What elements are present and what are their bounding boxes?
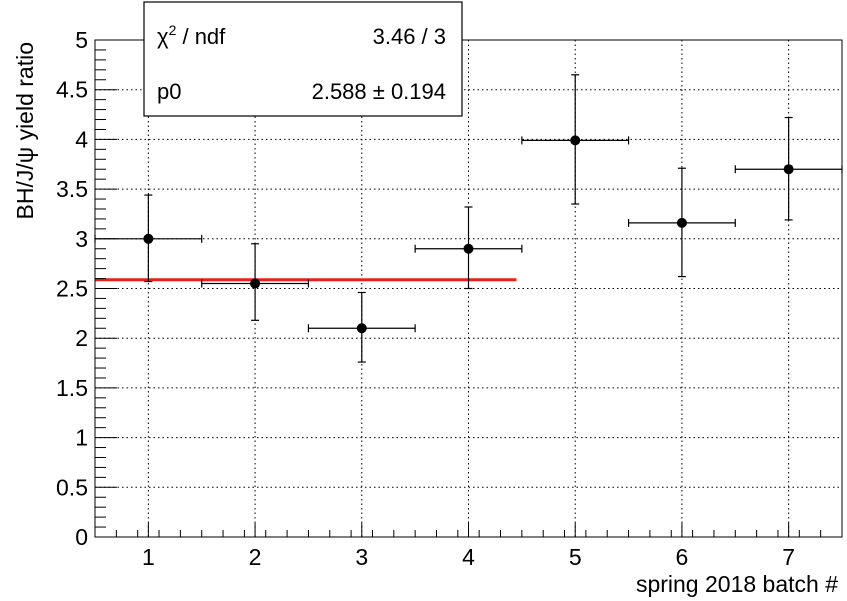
y-tick-label: 4 bbox=[75, 126, 88, 152]
x-axis-title: spring 2018 batch # bbox=[636, 571, 838, 597]
x-tick-label: 7 bbox=[782, 544, 795, 570]
stats-box-frame bbox=[143, 1, 463, 117]
tick-labels: 1 2 3 4 5 6 7 0 0.5 1 1.5 2 2.5 3 3.5 4 4.5 5 bbox=[56, 27, 795, 570]
y-tick-label: 1.5 bbox=[56, 375, 88, 401]
x-tick-label: 4 bbox=[462, 544, 475, 570]
x-tick-label: 2 bbox=[249, 544, 262, 570]
y-tick-label: 0.5 bbox=[56, 474, 88, 500]
stats-chi2-value: 3.46 / 3 bbox=[373, 24, 446, 49]
data-marker bbox=[356, 323, 367, 334]
y-tick-label: 2 bbox=[75, 325, 88, 351]
data-point bbox=[201, 243, 310, 321]
stats-p0-label: p0 bbox=[157, 79, 181, 104]
data-marker bbox=[250, 278, 261, 289]
x-tick-label: 3 bbox=[355, 544, 368, 570]
stats-p0-value: 2.588 ± 0.194 bbox=[312, 79, 446, 104]
stats-chi-superscript: 2 bbox=[169, 22, 177, 38]
stats-chi-symbol: χ bbox=[157, 24, 169, 49]
y-axis-title: BH/J/ψ yield ratio bbox=[12, 42, 38, 219]
x-tick-label: 6 bbox=[676, 544, 689, 570]
y-tick-label: 3 bbox=[75, 226, 88, 252]
stats-chi2-label: χ2 / ndf bbox=[157, 22, 226, 49]
y-tick-label: 3.5 bbox=[56, 176, 88, 202]
stats-box: χ2 / ndf 3.46 / 3 p0 2.588 ± 0.194 bbox=[143, 1, 463, 117]
y-tick-label: 2.5 bbox=[56, 276, 88, 302]
data-point bbox=[414, 206, 523, 290]
data-marker bbox=[570, 135, 581, 146]
y-tick-label: 0 bbox=[75, 524, 88, 550]
data-points bbox=[94, 74, 843, 363]
stats-ndf-label: / ndf bbox=[176, 24, 226, 49]
data-point bbox=[521, 74, 630, 205]
data-point bbox=[307, 291, 416, 363]
y-tick-label: 1 bbox=[75, 425, 88, 451]
x-tick-label: 1 bbox=[142, 544, 155, 570]
data-marker bbox=[783, 164, 794, 175]
data-marker bbox=[676, 217, 687, 228]
x-tick-label: 5 bbox=[569, 544, 582, 570]
data-point bbox=[627, 167, 736, 278]
axis-ticks bbox=[94, 39, 843, 538]
data-marker bbox=[463, 243, 474, 254]
y-tick-label: 4.5 bbox=[56, 77, 88, 103]
y-tick-label: 5 bbox=[75, 27, 88, 53]
data-point bbox=[734, 116, 843, 221]
data-marker bbox=[143, 233, 154, 244]
